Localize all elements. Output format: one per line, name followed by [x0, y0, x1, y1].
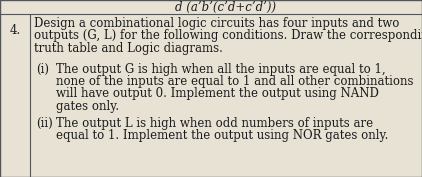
- Text: equal to 1. Implement the output using NOR gates only.: equal to 1. Implement the output using N…: [56, 129, 388, 142]
- Text: gates only.: gates only.: [56, 100, 119, 113]
- Text: (ii): (ii): [36, 116, 53, 130]
- Text: none of the inputs are equal to 1 and all other combinations: none of the inputs are equal to 1 and al…: [56, 75, 414, 88]
- Text: d (a’b’(c’d+c’d’)): d (a’b’(c’d+c’d’)): [176, 1, 276, 13]
- Text: The output G is high when all the inputs are equal to 1,: The output G is high when all the inputs…: [56, 62, 386, 76]
- Text: 4.: 4.: [9, 24, 21, 37]
- Text: The output L is high when odd numbers of inputs are: The output L is high when odd numbers of…: [56, 116, 373, 130]
- Text: (i): (i): [36, 62, 49, 76]
- Text: will have output 0. Implement the output using NAND: will have output 0. Implement the output…: [56, 87, 379, 101]
- Text: outputs (G, L) for the following conditions. Draw the corresponding: outputs (G, L) for the following conditi…: [34, 30, 422, 42]
- Text: truth table and Logic diagrams.: truth table and Logic diagrams.: [34, 42, 223, 55]
- Text: Design a combinational logic circuits has four inputs and two: Design a combinational logic circuits ha…: [34, 17, 399, 30]
